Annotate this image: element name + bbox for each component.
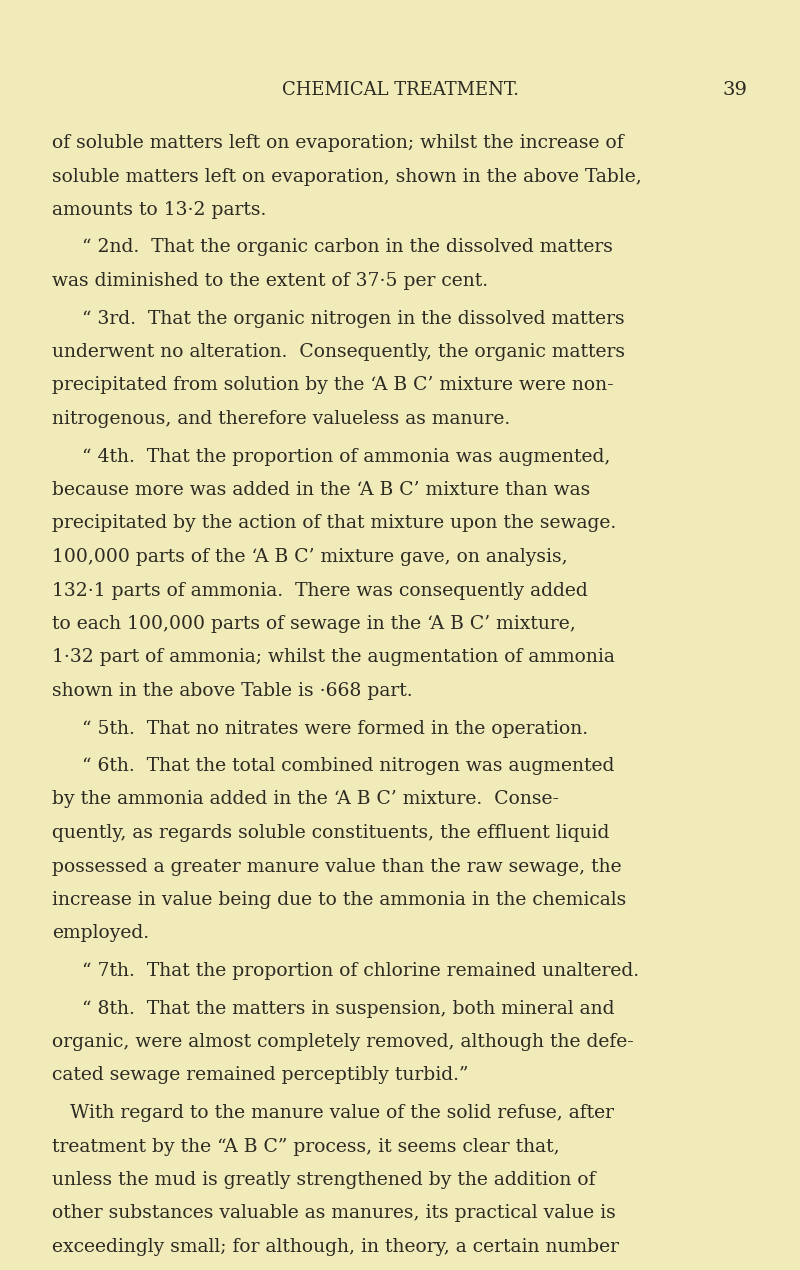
Text: “ 8th.  That the matters in suspension, both mineral and: “ 8th. That the matters in suspension, b…	[82, 999, 614, 1017]
Text: “ 5th.  That no nitrates were formed in the operation.: “ 5th. That no nitrates were formed in t…	[82, 720, 588, 738]
Text: 1·32 part of ammonia; whilst the augmentation of ammonia: 1·32 part of ammonia; whilst the augment…	[52, 649, 615, 667]
Text: 39: 39	[723, 81, 748, 99]
Text: amounts to 13·2 parts.: amounts to 13·2 parts.	[52, 201, 266, 218]
Text: by the ammonia added in the ‘A B C’ mixture.  Conse-: by the ammonia added in the ‘A B C’ mixt…	[52, 790, 559, 809]
Text: organic, were almost completely removed, although the defe-: organic, were almost completely removed,…	[52, 1033, 634, 1052]
Text: shown in the above Table is ·668 part.: shown in the above Table is ·668 part.	[52, 682, 413, 700]
Text: quently, as regards soluble constituents, the effluent liquid: quently, as regards soluble constituents…	[52, 824, 610, 842]
Text: “ 7th.  That the proportion of chlorine remained unaltered.: “ 7th. That the proportion of chlorine r…	[82, 961, 639, 980]
Text: cated sewage remained perceptibly turbid.”: cated sewage remained perceptibly turbid…	[52, 1067, 469, 1085]
Text: because more was added in the ‘A B C’ mixture than was: because more was added in the ‘A B C’ mi…	[52, 481, 590, 499]
Text: 100,000 parts of the ‘A B C’ mixture gave, on analysis,: 100,000 parts of the ‘A B C’ mixture gav…	[52, 547, 568, 566]
Text: of soluble matters left on evaporation; whilst the increase of: of soluble matters left on evaporation; …	[52, 135, 624, 152]
Text: increase in value being due to the ammonia in the chemicals: increase in value being due to the ammon…	[52, 892, 626, 909]
Text: “ 2nd.  That the organic carbon in the dissolved matters: “ 2nd. That the organic carbon in the di…	[82, 239, 613, 257]
Text: “ 6th.  That the total combined nitrogen was augmented: “ 6th. That the total combined nitrogen …	[82, 757, 614, 775]
Text: exceedingly small; for although, in theory, a certain number: exceedingly small; for although, in theo…	[52, 1238, 619, 1256]
Text: other substances valuable as manures, its practical value is: other substances valuable as manures, it…	[52, 1204, 616, 1223]
Text: treatment by the “A B C” process, it seems clear that,: treatment by the “A B C” process, it see…	[52, 1138, 560, 1156]
Text: precipitated by the action of that mixture upon the sewage.: precipitated by the action of that mixtu…	[52, 514, 616, 532]
Text: possessed a greater manure value than the raw sewage, the: possessed a greater manure value than th…	[52, 857, 622, 875]
Text: was diminished to the extent of 37·5 per cent.: was diminished to the extent of 37·5 per…	[52, 272, 488, 290]
Text: nitrogenous, and therefore valueless as manure.: nitrogenous, and therefore valueless as …	[52, 410, 510, 428]
Text: “ 4th.  That the proportion of ammonia was augmented,: “ 4th. That the proportion of ammonia wa…	[82, 447, 610, 466]
Text: employed.: employed.	[52, 925, 149, 942]
Text: unless the mud is greatly strengthened by the addition of: unless the mud is greatly strengthened b…	[52, 1171, 595, 1189]
Text: to each 100,000 parts of sewage in the ‘A B C’ mixture,: to each 100,000 parts of sewage in the ‘…	[52, 615, 576, 632]
Text: “ 3rd.  That the organic nitrogen in the dissolved matters: “ 3rd. That the organic nitrogen in the …	[82, 310, 625, 328]
Text: 132·1 parts of ammonia.  There was consequently added: 132·1 parts of ammonia. There was conseq…	[52, 582, 588, 599]
Text: underwent no alteration.  Consequently, the organic matters: underwent no alteration. Consequently, t…	[52, 343, 625, 361]
Text: With regard to the manure value of the solid refuse, after: With regard to the manure value of the s…	[52, 1104, 614, 1121]
Text: soluble matters left on evaporation, shown in the above Table,: soluble matters left on evaporation, sho…	[52, 168, 642, 185]
Text: precipitated from solution by the ‘A B C’ mixture were non-: precipitated from solution by the ‘A B C…	[52, 376, 614, 395]
Text: CHEMICAL TREATMENT.: CHEMICAL TREATMENT.	[282, 81, 518, 99]
